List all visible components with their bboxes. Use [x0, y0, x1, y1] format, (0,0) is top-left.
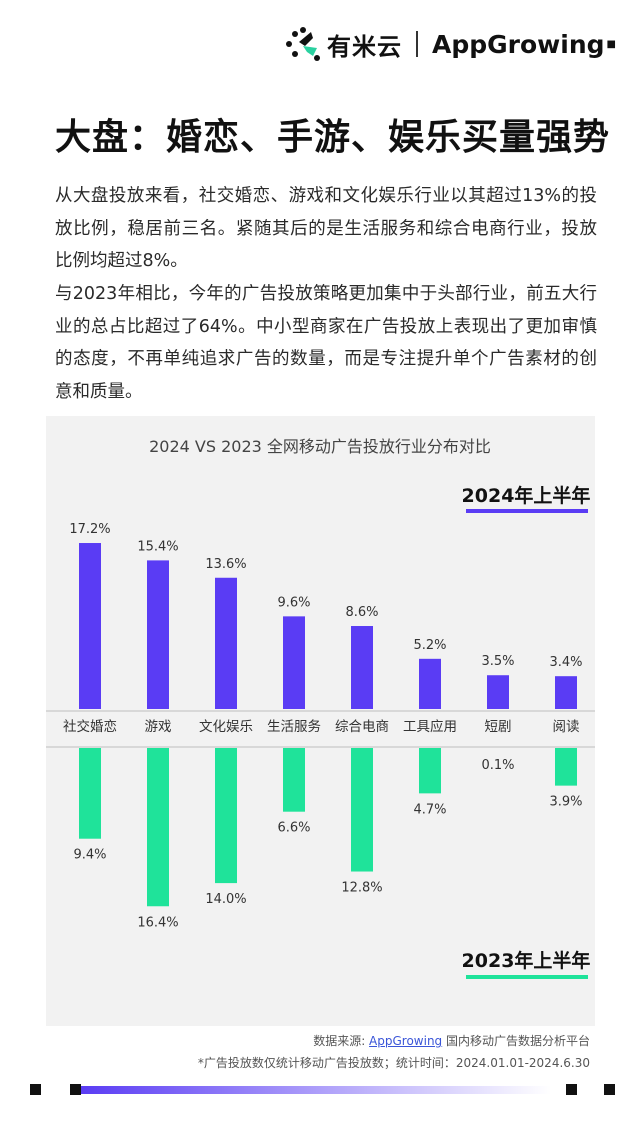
label-2024-7: 3.4% [549, 655, 582, 670]
label-2024-1: 15.4% [137, 539, 178, 554]
label-2023-0: 9.4% [73, 848, 106, 863]
bar-2024-2 [215, 577, 237, 709]
youmi-logo-icon [286, 27, 321, 61]
paragraph-1: 从大盘投放来看，社交婚恋、游戏和文化娱乐行业以其超过13%的投放比例，稳居前三名… [55, 186, 597, 271]
label-2024-3: 9.6% [277, 595, 310, 610]
label-2023-3: 6.6% [277, 821, 310, 836]
category-label-6: 短剧 [485, 719, 512, 735]
bar-2023-3 [283, 748, 305, 812]
label-2023-6: 0.1% [481, 758, 514, 773]
bar-2024-3 [283, 616, 305, 709]
bar-2023-0 [79, 748, 101, 839]
legend-2023: 2023年上半年 [462, 949, 591, 972]
label-2023-1: 16.4% [137, 915, 178, 930]
legend-2024-swatch [466, 509, 588, 513]
bar-2024-1 [147, 560, 169, 709]
bar-2023-7 [555, 748, 577, 786]
header-divider [416, 31, 419, 57]
label-2023-5: 4.7% [413, 802, 446, 817]
legend-2023-swatch [466, 975, 588, 979]
category-label-2: 文化娱乐 [199, 719, 253, 735]
label-2023-7: 3.9% [549, 795, 582, 810]
bar-2024-6 [487, 675, 509, 709]
bar-2023-5 [419, 748, 441, 794]
label-2024-4: 8.6% [345, 605, 378, 620]
category-label-7: 阅读 [553, 719, 580, 735]
bar-2023-4 [351, 748, 373, 872]
page-title: 大盘：婚恋、手游、娱乐买量强势 [55, 117, 611, 158]
bar-chart: 2024 VS 2023 全网移动广告投放行业分布对比 17.2% 社交婚恋 9.4%… [46, 437, 595, 979]
label-2023-2: 14.0% [205, 892, 246, 907]
bar-2024-4 [351, 626, 373, 709]
source-prefix: 数据来源: [313, 1034, 370, 1048]
category-label-4: 综合电商 [335, 719, 389, 735]
brand-appgrowing: App Growing ■ [432, 30, 616, 59]
source-link[interactable]: AppGrowing [369, 1034, 443, 1048]
brand-dot-icon: ■ [606, 38, 616, 50]
data-source: 数据来源: AppGrowing 国内移动广告数据分析平台 [313, 1032, 590, 1049]
bar-2023-1 [147, 748, 169, 907]
chart-title: 2024 VS 2023 全网移动广告投放行业分布对比 [149, 437, 491, 456]
bar-2024-7 [555, 676, 577, 709]
category-label-5: 工具应用 [403, 718, 457, 735]
legend-2024: 2024年上半年 [462, 484, 591, 507]
category-label-3: 生活服务 [267, 719, 321, 735]
bar-2023-2 [215, 748, 237, 884]
label-2024-5: 5.2% [413, 638, 446, 653]
bar-2024-5 [419, 658, 441, 709]
bar-2024-0 [79, 543, 101, 709]
label-2024-2: 13.6% [205, 557, 246, 572]
chart-panel: 2024 VS 2023 全网移动广告投放行业分布对比 17.2% 社交婚恋 9.4%… [46, 416, 595, 1026]
source-suffix: 国内移动广告数据分析平台 [442, 1034, 590, 1048]
brand-youmi: 有米云 [327, 32, 403, 61]
header: 有米云 App Growing ■ [283, 22, 616, 66]
footnote: *广告投放数仅统计移动广告投放数；统计时间：2024.01.01-2024.6.… [197, 1056, 590, 1070]
category-label-1: 游戏 [145, 719, 172, 735]
label-2024-6: 3.5% [481, 654, 514, 669]
paragraph-2: 与2023年相比，今年的广告投放策略更加集中于头部行业，前五大行业的总占比超过了… [55, 284, 597, 402]
brand-app-text: App [432, 29, 488, 59]
category-label-0: 社交婚恋 [63, 718, 117, 735]
label-2024-0: 17.2% [69, 522, 110, 537]
brand-growing-text: Growing [487, 29, 605, 59]
decorative-bottom-bar [30, 1084, 615, 1095]
label-2023-4: 12.8% [341, 881, 382, 896]
